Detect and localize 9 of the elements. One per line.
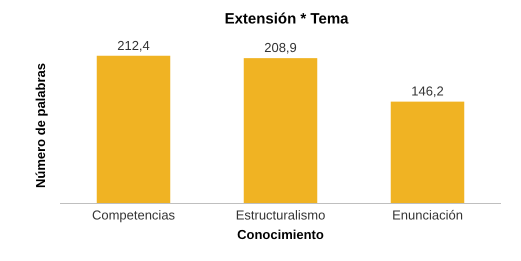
x-tick-label: Competencias: [92, 208, 176, 223]
chart-title: Extensión * Tema: [224, 10, 350, 28]
x-tick-label: Enunciación: [392, 208, 463, 223]
x-axis-title: Conocimiento: [237, 227, 324, 242]
x-tick-label: Estructuralismo: [236, 208, 326, 223]
data-label: 208,9: [264, 40, 297, 56]
data-label: 146,2: [411, 84, 444, 99]
y-axis-title: Número de palabras: [32, 63, 48, 188]
data-label: 212,4: [117, 38, 150, 53]
